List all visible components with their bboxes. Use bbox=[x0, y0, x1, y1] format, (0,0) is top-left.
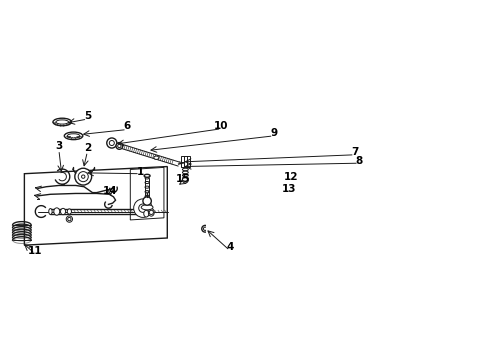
Ellipse shape bbox=[182, 174, 188, 177]
Text: 2: 2 bbox=[83, 143, 91, 153]
Text: 9: 9 bbox=[269, 128, 277, 138]
Text: 10: 10 bbox=[214, 121, 228, 131]
Ellipse shape bbox=[148, 208, 154, 216]
Circle shape bbox=[116, 143, 122, 149]
Ellipse shape bbox=[144, 174, 150, 177]
Circle shape bbox=[142, 197, 151, 205]
Circle shape bbox=[211, 225, 217, 232]
Ellipse shape bbox=[56, 120, 68, 124]
Text: 6: 6 bbox=[123, 121, 130, 131]
Text: 5: 5 bbox=[83, 111, 91, 121]
Circle shape bbox=[203, 227, 206, 230]
Ellipse shape bbox=[145, 195, 149, 197]
Ellipse shape bbox=[182, 171, 188, 174]
Circle shape bbox=[135, 201, 150, 216]
Text: 12: 12 bbox=[284, 172, 298, 183]
Text: 11: 11 bbox=[28, 246, 42, 256]
Polygon shape bbox=[130, 167, 163, 220]
Circle shape bbox=[81, 175, 85, 178]
Ellipse shape bbox=[145, 181, 149, 184]
Ellipse shape bbox=[145, 177, 149, 179]
Text: 1: 1 bbox=[136, 167, 143, 177]
Ellipse shape bbox=[143, 210, 148, 217]
Circle shape bbox=[75, 168, 91, 185]
Ellipse shape bbox=[67, 134, 80, 138]
Ellipse shape bbox=[154, 156, 159, 159]
Ellipse shape bbox=[64, 132, 82, 140]
Ellipse shape bbox=[53, 118, 71, 126]
Circle shape bbox=[118, 144, 121, 148]
Text: 8: 8 bbox=[355, 156, 362, 166]
Circle shape bbox=[149, 210, 153, 215]
Ellipse shape bbox=[145, 186, 149, 188]
Ellipse shape bbox=[49, 208, 52, 215]
Circle shape bbox=[208, 223, 220, 235]
Text: 14: 14 bbox=[103, 185, 118, 195]
Circle shape bbox=[78, 172, 88, 182]
Circle shape bbox=[109, 140, 114, 145]
Circle shape bbox=[202, 225, 208, 232]
Ellipse shape bbox=[67, 209, 71, 214]
Circle shape bbox=[133, 199, 152, 217]
Text: 15: 15 bbox=[175, 174, 190, 184]
Text: 7: 7 bbox=[350, 147, 358, 157]
Text: 13: 13 bbox=[282, 184, 296, 194]
Ellipse shape bbox=[149, 208, 153, 215]
Text: 3: 3 bbox=[55, 141, 62, 151]
Circle shape bbox=[182, 177, 188, 183]
Ellipse shape bbox=[66, 216, 72, 222]
Ellipse shape bbox=[141, 205, 153, 210]
Circle shape bbox=[106, 138, 117, 148]
Ellipse shape bbox=[182, 177, 188, 180]
Ellipse shape bbox=[61, 208, 65, 215]
Ellipse shape bbox=[182, 168, 188, 171]
Text: 4: 4 bbox=[226, 242, 233, 252]
Ellipse shape bbox=[67, 217, 71, 221]
Ellipse shape bbox=[54, 208, 60, 215]
Circle shape bbox=[139, 204, 147, 212]
Polygon shape bbox=[24, 167, 167, 245]
Ellipse shape bbox=[145, 191, 148, 193]
Polygon shape bbox=[181, 156, 189, 167]
Ellipse shape bbox=[145, 191, 149, 193]
